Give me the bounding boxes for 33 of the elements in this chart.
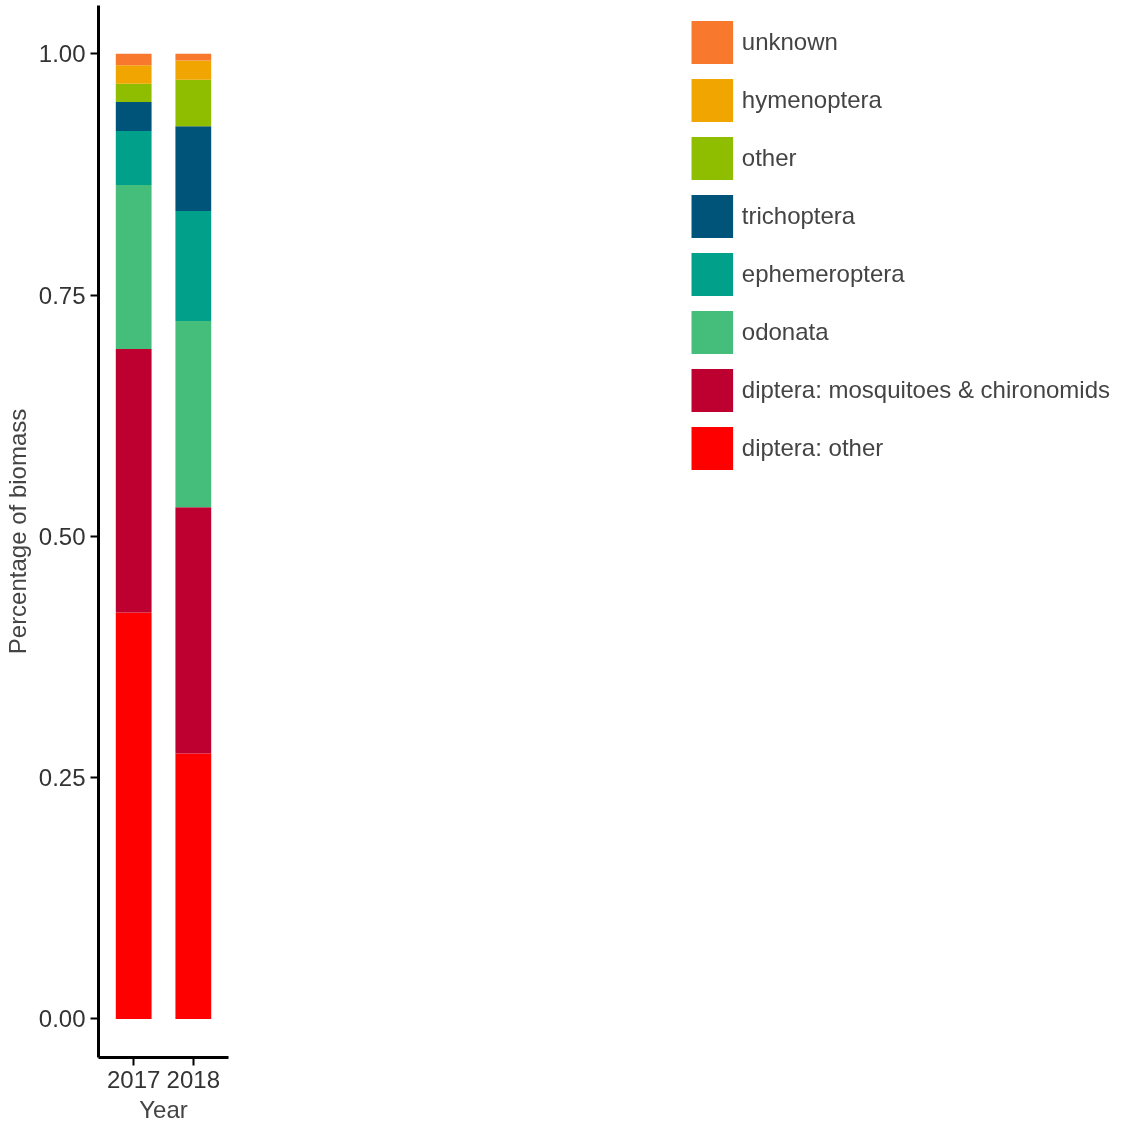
bar: [175, 53, 212, 61]
legend-label: diptera: mosquitoes & chironomids: [741, 375, 1110, 405]
y-tick-label: 1.00: [38, 40, 86, 68]
bar: [175, 211, 212, 322]
y-axis-title: Percentage of biomass: [3, 408, 31, 655]
legend-label: odonata: [741, 317, 829, 347]
y-tick-label: 0.25: [38, 764, 86, 792]
bar: [175, 321, 212, 508]
y-tick-label: 0.75: [38, 281, 86, 309]
bar: [115, 612, 152, 1019]
legend-label: unknown: [741, 27, 838, 57]
x-axis-title: Year: [139, 1095, 188, 1123]
bar: [115, 102, 152, 131]
legend-label: other: [741, 143, 797, 173]
bar: [175, 507, 212, 754]
legend-label: ephemeroptera: [741, 259, 905, 289]
y-tick-label: 0.50: [38, 522, 86, 550]
legend-label: diptera: other: [741, 433, 884, 463]
bar: [115, 185, 152, 350]
y-tick-label: 0.00: [38, 1005, 86, 1033]
x-tick-label: 2017: [106, 1065, 161, 1093]
bar: [175, 60, 212, 80]
legend-label: hymenoptera: [741, 85, 882, 115]
bar: [175, 79, 212, 127]
bar: [115, 53, 152, 66]
x-tick-label: 2018: [166, 1065, 221, 1093]
bar: [115, 130, 152, 186]
bar: [115, 83, 152, 103]
bar: [175, 753, 212, 1019]
bar: [115, 349, 152, 613]
legend-label: trichoptera: [741, 201, 856, 231]
bar: [115, 65, 152, 84]
bar: [175, 126, 212, 212]
